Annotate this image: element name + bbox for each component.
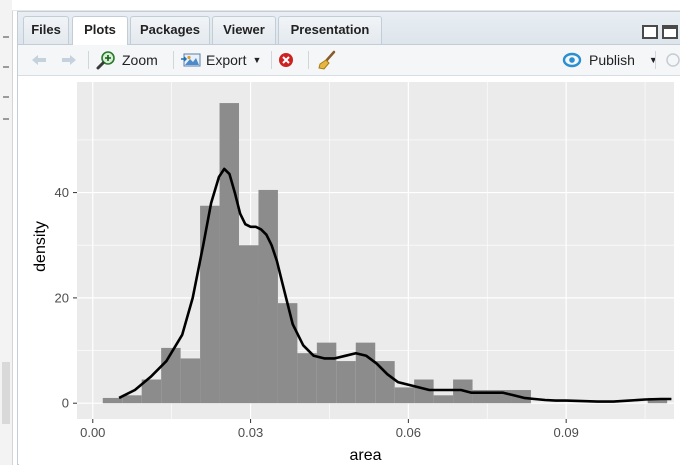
histogram-density-chart: 0.00 0.03 0.06 0.09 0 20 40 area density (32, 82, 674, 464)
histogram-bar (161, 347, 181, 404)
x-tick-label: 0.03 (238, 425, 263, 440)
plots-pane: Files Plots Packages Viewer Presentation… (17, 11, 680, 466)
export-icon (181, 53, 201, 67)
strip-mark (3, 96, 9, 98)
publish-button[interactable]: Publish ▼ (561, 48, 658, 72)
histogram-bar (122, 395, 142, 404)
minimize-pane-button[interactable] (642, 25, 658, 39)
histogram-bar (375, 361, 395, 404)
histogram-bar (316, 342, 337, 404)
strip-scrollbar[interactable] (2, 362, 10, 424)
back-arrow-icon (32, 55, 46, 65)
histogram-bar (141, 379, 162, 404)
forward-arrow-icon (62, 55, 76, 65)
maximize-pane-button[interactable] (662, 25, 678, 39)
histogram-bar (200, 205, 220, 404)
histogram-bar (647, 397, 668, 404)
y-tick-label: 20 (55, 290, 69, 305)
plot-area: 0.00 0.03 0.06 0.09 0 20 40 area density (19, 76, 680, 466)
histogram-bar (336, 361, 356, 404)
tab-bar: Files Plots Packages Viewer Presentation (18, 12, 680, 45)
zoom-icon (96, 51, 115, 70)
histogram-bar (297, 353, 317, 404)
x-axis-ticks: 0.00 0.03 0.06 0.09 (80, 419, 579, 440)
plots-toolbar: Zoom Export ▼ (18, 45, 680, 76)
remove-plot-button[interactable] (278, 48, 294, 72)
chevron-down-icon: ▼ (252, 55, 262, 65)
tab-files[interactable]: Files (23, 16, 69, 44)
zoom-label: Zoom (122, 52, 158, 68)
strip-mark (3, 36, 9, 38)
histogram-bar (102, 397, 123, 404)
histogram-bar (414, 379, 434, 404)
chevron-down-icon: ▼ (648, 55, 658, 65)
refresh-button[interactable] (664, 48, 680, 72)
histogram-bar (355, 342, 376, 404)
y-axis-ticks: 0 20 40 (55, 185, 77, 411)
export-label: Export (206, 52, 247, 68)
histogram-bar (394, 387, 415, 404)
publish-label: Publish (589, 52, 635, 68)
tab-packages[interactable]: Packages (130, 16, 210, 44)
top-editor-edge (12, 0, 680, 11)
histogram-bar (258, 189, 278, 404)
export-button[interactable]: Export ▼ (180, 48, 261, 72)
strip-mark (3, 118, 9, 120)
histogram-bar (239, 245, 259, 404)
strip-mark (3, 66, 9, 68)
remove-plot-icon (279, 53, 293, 67)
y-axis-label: density (32, 221, 49, 272)
back-button[interactable] (30, 48, 48, 72)
forward-button[interactable] (60, 48, 78, 72)
toolbar-separator (88, 51, 89, 69)
publish-icon (562, 52, 582, 68)
tab-presentation[interactable]: Presentation (278, 16, 382, 44)
x-axis-label: area (349, 447, 381, 464)
toolbar-separator (308, 51, 309, 69)
broom-icon (318, 50, 336, 70)
density-curve (118, 167, 672, 403)
y-tick-label: 40 (55, 185, 69, 200)
histogram-bar (219, 103, 240, 404)
refresh-icon (666, 53, 680, 67)
left-edge-strip (0, 0, 13, 465)
x-tick-label: 0.00 (80, 425, 105, 440)
tab-viewer[interactable]: Viewer (212, 16, 276, 44)
x-tick-label: 0.06 (396, 425, 421, 440)
histogram-bar (180, 358, 201, 404)
toolbar-separator (655, 51, 656, 69)
x-tick-label: 0.09 (554, 425, 579, 440)
y-tick-label: 0 (62, 396, 69, 411)
clear-all-plots-button[interactable] (317, 48, 337, 72)
tab-plots[interactable]: Plots (72, 16, 128, 45)
toolbar-separator (271, 51, 272, 69)
zoom-button[interactable]: Zoom (96, 48, 158, 72)
toolbar-separator (173, 51, 174, 69)
histogram-bar (433, 395, 454, 404)
histogram-bar (277, 303, 298, 404)
